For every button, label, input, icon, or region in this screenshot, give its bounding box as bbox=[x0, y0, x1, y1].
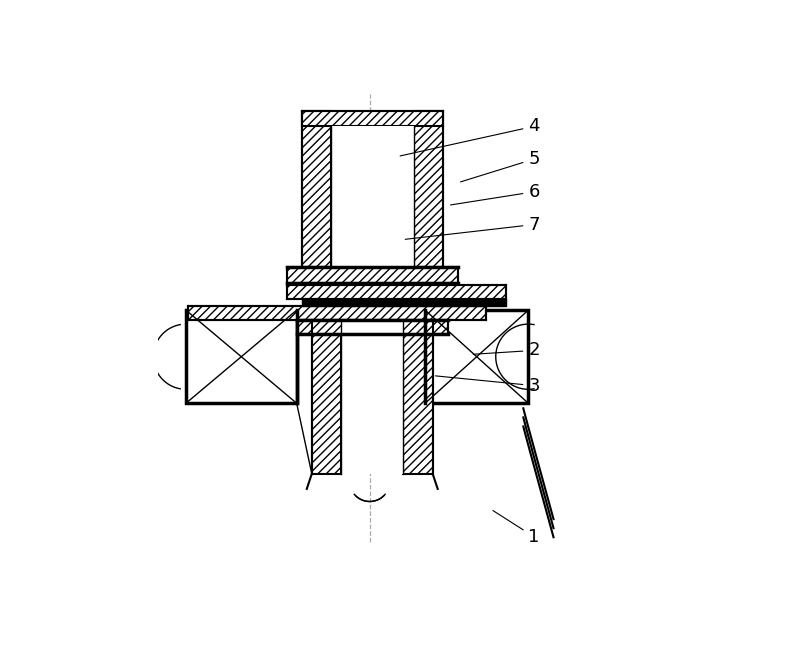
Text: 4: 4 bbox=[400, 117, 540, 156]
Bar bbox=[302, 111, 442, 126]
Bar bbox=[425, 310, 528, 404]
Bar bbox=[286, 267, 458, 283]
Text: 1: 1 bbox=[493, 511, 540, 545]
Bar bbox=[189, 306, 486, 320]
Bar bbox=[297, 320, 448, 334]
Bar bbox=[312, 320, 341, 473]
Text: 7: 7 bbox=[406, 216, 540, 239]
Text: 2: 2 bbox=[474, 341, 540, 360]
Text: 5: 5 bbox=[461, 150, 540, 182]
Text: 3: 3 bbox=[435, 376, 540, 394]
Text: 6: 6 bbox=[450, 182, 540, 205]
Bar bbox=[302, 111, 331, 267]
Bar bbox=[286, 285, 506, 298]
Bar bbox=[302, 298, 506, 306]
Bar bbox=[186, 310, 297, 404]
Bar bbox=[331, 126, 414, 267]
Bar bbox=[341, 320, 403, 473]
Bar bbox=[414, 111, 442, 267]
Bar bbox=[403, 320, 433, 473]
